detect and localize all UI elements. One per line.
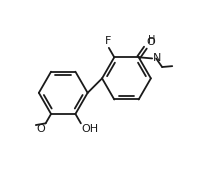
Text: H: H — [148, 35, 155, 45]
Text: N: N — [153, 53, 161, 63]
Text: O: O — [146, 37, 155, 47]
Text: F: F — [105, 37, 111, 46]
Text: O: O — [36, 124, 45, 134]
Text: OH: OH — [81, 124, 98, 134]
